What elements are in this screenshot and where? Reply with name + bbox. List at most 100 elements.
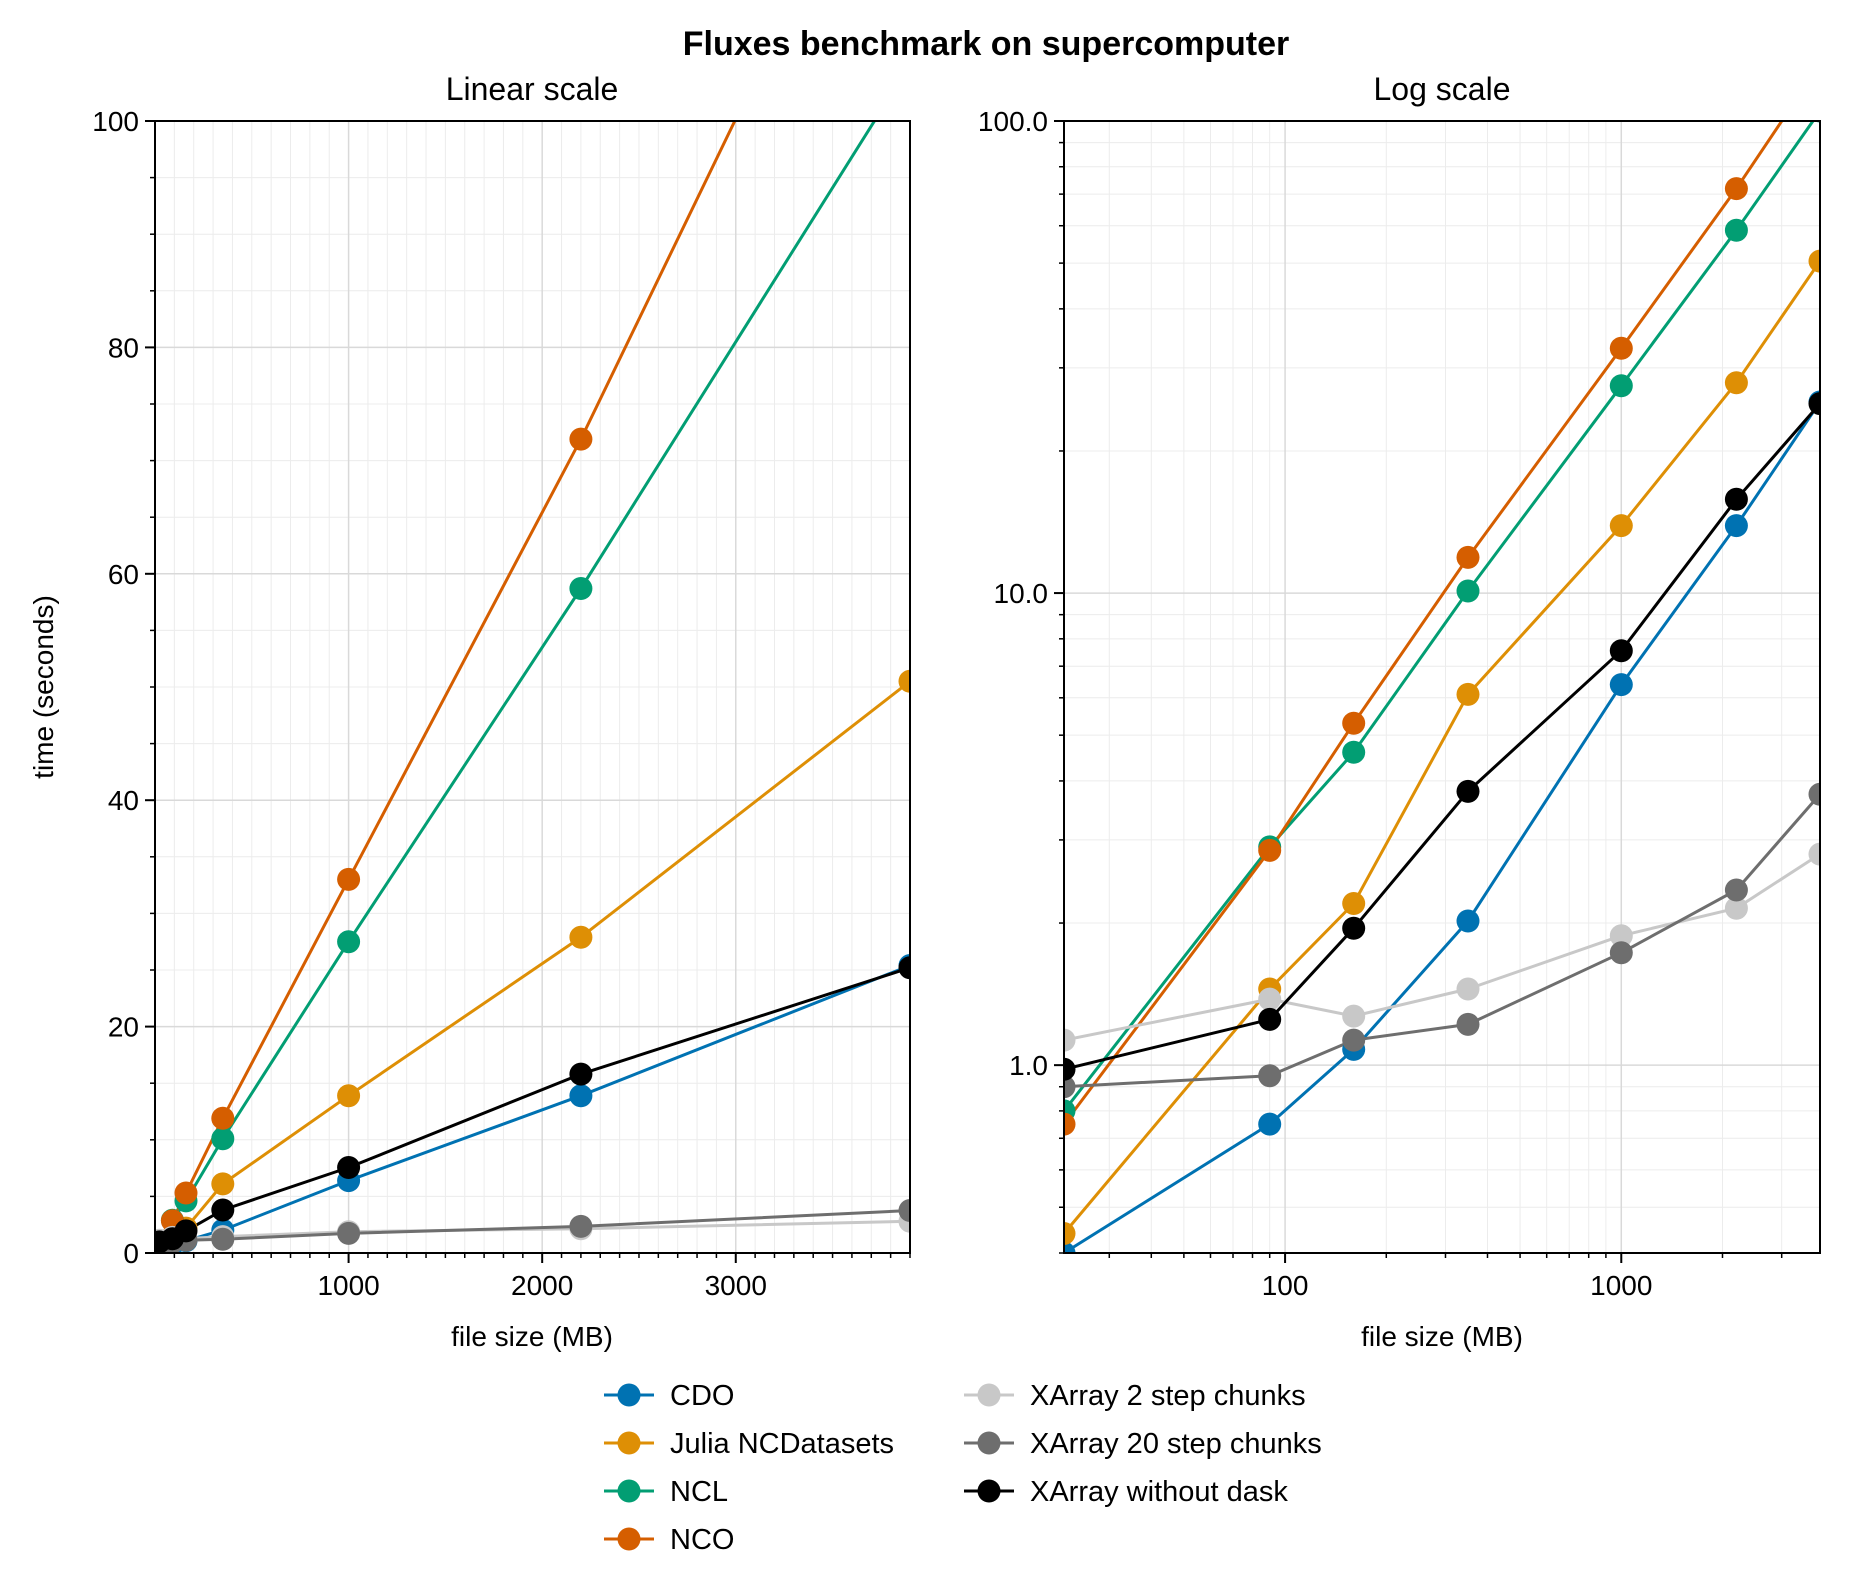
legend-swatch-marker xyxy=(617,1383,641,1407)
legend-swatch-marker xyxy=(617,1527,641,1551)
plot-area-log xyxy=(1064,121,1820,1253)
legend-swatch-marker xyxy=(617,1431,641,1455)
data-point-xarray-without-dask xyxy=(1342,916,1366,940)
y-tick-label: 100 xyxy=(92,106,139,137)
data-point-xarray-2-step-chunks xyxy=(1456,977,1480,1001)
data-point-xarray-20-step-chunks xyxy=(569,1214,593,1238)
legend-label: XArray without dask xyxy=(1030,1476,1288,1508)
plot-area-linear xyxy=(155,121,910,1253)
x-axis-label-log: file size (MB) xyxy=(1361,1321,1523,1352)
data-point-nco xyxy=(1258,838,1282,862)
y-tick-label: 1.0 xyxy=(1009,1050,1048,1081)
data-point-ncl xyxy=(569,577,593,600)
data-point-xarray-without-dask xyxy=(1609,639,1633,663)
data-point-nco xyxy=(211,1106,235,1130)
y-tick-label: 20 xyxy=(108,1012,139,1043)
data-point-ncl xyxy=(1724,218,1748,242)
legend-label: NCO xyxy=(670,1524,734,1556)
y-tick-label: 40 xyxy=(108,785,139,816)
legend-label: NCL xyxy=(670,1476,728,1508)
data-point-julia-ncdatasets xyxy=(1456,682,1480,706)
legend-item-xarray-2-step-chunks: XArray 2 step chunks xyxy=(964,1380,1306,1412)
ticks-log: 100 1000 1.0 10.0 100.0 xyxy=(978,106,1783,1301)
legend-label: XArray 2 step chunks xyxy=(1030,1380,1306,1412)
legend: CDO Julia NCDatasets NCL NCO XArray 2 step c… xyxy=(604,1380,1322,1556)
legend-label: CDO xyxy=(670,1380,734,1412)
x-tick-label: 3000 xyxy=(705,1270,767,1301)
x-tick-label: 1000 xyxy=(1590,1270,1652,1301)
data-point-xarray-without-dask xyxy=(174,1219,198,1243)
legend-item-xarray-20-step-chunks: XArray 20 step chunks xyxy=(964,1428,1322,1460)
legend-item-nco: NCO xyxy=(604,1524,734,1556)
data-point-ncl xyxy=(1456,579,1480,603)
figure-title: Fluxes benchmark on supercomputer xyxy=(683,25,1290,63)
legend-label: XArray 20 step chunks xyxy=(1030,1428,1322,1460)
data-point-julia-ncdatasets xyxy=(898,669,910,693)
data-point-xarray-20-step-chunks xyxy=(1456,1012,1480,1036)
data-point-julia-ncdatasets xyxy=(1609,514,1633,538)
legend-label: Julia NCDatasets xyxy=(670,1428,894,1460)
data-point-nco xyxy=(1456,545,1480,569)
panel-title-log: Log scale xyxy=(1374,71,1511,107)
legend-swatch-marker xyxy=(977,1431,1001,1455)
data-point-xarray-20-step-chunks xyxy=(337,1221,361,1245)
data-point-xarray-20-step-chunks xyxy=(1064,1075,1076,1099)
data-point-xarray-20-step-chunks xyxy=(1724,878,1748,902)
data-point-julia-ncdatasets xyxy=(337,1084,361,1108)
x-tick-label: 1000 xyxy=(317,1270,379,1301)
data-point-xarray-without-dask xyxy=(898,956,910,980)
data-point-nco xyxy=(1724,177,1748,201)
data-point-xarray-without-dask xyxy=(1064,1057,1076,1081)
data-point-ncl xyxy=(337,930,361,954)
legend-swatch-marker xyxy=(977,1479,1001,1503)
data-point-xarray-20-step-chunks xyxy=(1342,1028,1366,1052)
data-point-xarray-20-step-chunks xyxy=(1258,1064,1282,1088)
data-point-xarray-without-dask xyxy=(211,1198,235,1222)
data-point-nco xyxy=(1609,336,1633,360)
data-point-xarray-without-dask xyxy=(1258,1007,1282,1031)
legend-item-julia-ncdatasets: Julia NCDatasets xyxy=(604,1428,894,1460)
data-point-xarray-20-step-chunks xyxy=(898,1199,910,1222)
data-point-xarray-20-step-chunks xyxy=(211,1227,235,1251)
data-point-julia-ncdatasets xyxy=(1808,249,1820,273)
data-point-xarray-2-step-chunks xyxy=(1064,1028,1076,1052)
data-point-cdo xyxy=(1456,909,1480,933)
ticks-linear: 1000 2000 3000 0 20 40 60 80 100 xyxy=(92,106,911,1301)
data-point-xarray-without-dask xyxy=(1808,392,1820,416)
data-point-xarray-20-step-chunks xyxy=(1808,782,1820,806)
data-point-xarray-2-step-chunks xyxy=(1258,987,1282,1011)
x-tick-label: 2000 xyxy=(511,1270,573,1301)
y-tick-label: 60 xyxy=(108,559,139,590)
data-point-cdo xyxy=(1258,1112,1282,1136)
y-tick-label: 100.0 xyxy=(978,106,1048,137)
x-tick-label: 100 xyxy=(1262,1270,1309,1301)
data-point-nco xyxy=(337,867,361,891)
data-point-julia-ncdatasets xyxy=(1064,1222,1076,1245)
legend-item-xarray-without-dask: XArray without dask xyxy=(964,1476,1288,1508)
data-point-cdo xyxy=(1609,673,1633,697)
y-tick-label: 0 xyxy=(123,1238,139,1269)
data-point-nco xyxy=(1342,711,1366,735)
y-tick-label: 80 xyxy=(108,332,139,363)
data-point-xarray-without-dask xyxy=(1724,487,1748,511)
data-point-ncl xyxy=(1342,740,1366,764)
data-point-julia-ncdatasets xyxy=(1724,371,1748,395)
data-point-ncl xyxy=(211,1127,235,1151)
axes-frame-log xyxy=(1063,120,1821,1254)
data-point-xarray-without-dask xyxy=(337,1156,361,1179)
data-point-nco xyxy=(569,427,593,451)
legend-item-ncl: NCL xyxy=(604,1476,728,1508)
legend-item-cdo: CDO xyxy=(604,1380,734,1412)
data-point-xarray-2-step-chunks xyxy=(1808,842,1820,866)
y-tick-label: 10.0 xyxy=(994,578,1049,609)
data-point-xarray-without-dask xyxy=(1456,779,1480,803)
data-point-cdo xyxy=(1724,514,1748,538)
data-point-xarray-2-step-chunks xyxy=(1724,896,1748,920)
data-point-julia-ncdatasets xyxy=(569,925,593,949)
data-point-cdo xyxy=(569,1084,593,1108)
legend-swatch-marker xyxy=(977,1383,1001,1407)
panel-title-linear: Linear scale xyxy=(446,71,619,107)
data-point-xarray-2-step-chunks xyxy=(1609,924,1633,948)
